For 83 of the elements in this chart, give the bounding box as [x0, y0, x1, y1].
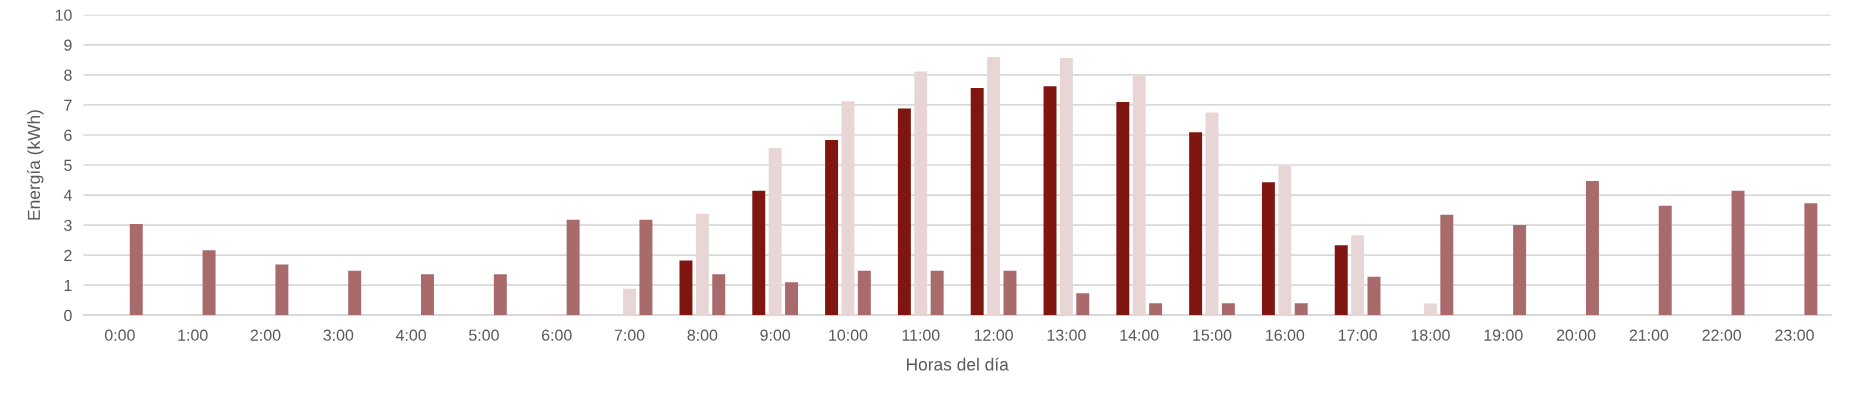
x-tick-label: 10:00: [829, 329, 868, 341]
y-tick-label: 8: [64, 69, 72, 81]
bar: [1149, 303, 1163, 316]
bar: [202, 250, 216, 316]
bar: [930, 270, 944, 316]
bar: [752, 190, 766, 316]
bar: [1076, 293, 1090, 316]
bar: [914, 71, 928, 316]
x-axis-title: Horas del día: [906, 357, 1009, 371]
bar: [348, 270, 362, 316]
bar: [493, 274, 507, 316]
bar: [841, 101, 855, 316]
bar: [857, 270, 871, 316]
bar: [1261, 182, 1275, 316]
x-tick-label: 11:00: [902, 329, 940, 341]
x-tick-label: 4:00: [395, 329, 427, 341]
bar: [1351, 235, 1365, 316]
x-tick-label: 17:00: [1338, 329, 1377, 341]
bar: [768, 147, 782, 316]
bar: [1294, 303, 1308, 316]
bar: [712, 274, 726, 316]
bar: [1585, 180, 1599, 316]
x-tick-label: 21:00: [1629, 329, 1669, 341]
bar: [1003, 270, 1017, 316]
bar: [1278, 165, 1292, 316]
x-tick-label: 2:00: [250, 329, 281, 341]
x-tick-label: 3:00: [323, 329, 354, 341]
bar: [1221, 303, 1235, 316]
x-tick-label: 19:00: [1484, 329, 1523, 341]
bar: [623, 288, 637, 316]
bar: [1059, 58, 1073, 316]
bar: [785, 282, 799, 316]
bar: [1440, 214, 1454, 316]
y-tick-label: 4: [63, 189, 72, 201]
x-tick-label: 12:00: [974, 329, 1013, 341]
bar: [970, 88, 984, 316]
y-tick-label: 9: [64, 39, 72, 51]
bar: [987, 56, 1001, 316]
bar: [1731, 190, 1745, 316]
y-tick-label: 5: [64, 159, 72, 171]
bar: [1513, 225, 1527, 316]
y-tick-label: 3: [64, 219, 72, 232]
y-tick-label: 1: [64, 279, 72, 291]
y-tick-label: 6: [64, 129, 72, 141]
x-tick-label: 6:00: [542, 329, 572, 341]
y-axis-title: Energía (kWh): [27, 110, 44, 220]
bar: [1334, 245, 1348, 316]
bar: [275, 264, 289, 316]
x-tick-label: 1:00: [178, 329, 208, 341]
bar: [1132, 75, 1146, 316]
bar: [825, 140, 839, 316]
x-tick-label: 18:00: [1411, 329, 1450, 341]
x-tick-label: 23:00: [1775, 329, 1814, 341]
x-tick-label: 13:00: [1047, 329, 1086, 341]
x-tick-label: 0:00: [104, 329, 135, 341]
x-tick-label: 7:00: [614, 329, 645, 341]
x-tick-label: 9:00: [760, 329, 791, 341]
bar: [129, 223, 143, 316]
bar: [679, 260, 693, 316]
x-tick-label: 14:00: [1120, 329, 1159, 341]
x-tick-label: 5:00: [469, 329, 499, 341]
bar: [566, 219, 580, 316]
y-tick-label: 0: [64, 309, 72, 322]
bar: [1804, 203, 1818, 316]
x-tick-label: 22:00: [1702, 329, 1742, 341]
y-tick-label: 10: [55, 9, 72, 21]
bar: [1043, 86, 1057, 316]
bar: [1423, 303, 1437, 316]
bar: [695, 213, 709, 316]
x-tick-label: 16:00: [1266, 329, 1305, 341]
y-tick-label: 7: [64, 99, 72, 111]
y-tick-label: 2: [64, 249, 72, 261]
x-tick-label: 8:00: [687, 329, 718, 341]
x-tick-label: 15:00: [1193, 329, 1232, 341]
bar: [1658, 205, 1672, 316]
bar: [421, 274, 434, 316]
bar: [897, 108, 911, 316]
x-tick-label: 20:00: [1556, 329, 1596, 341]
bar: [1116, 101, 1130, 316]
bar: [1189, 132, 1203, 316]
bar: [639, 219, 653, 316]
bar: [1205, 112, 1219, 316]
bar: [1367, 276, 1381, 316]
